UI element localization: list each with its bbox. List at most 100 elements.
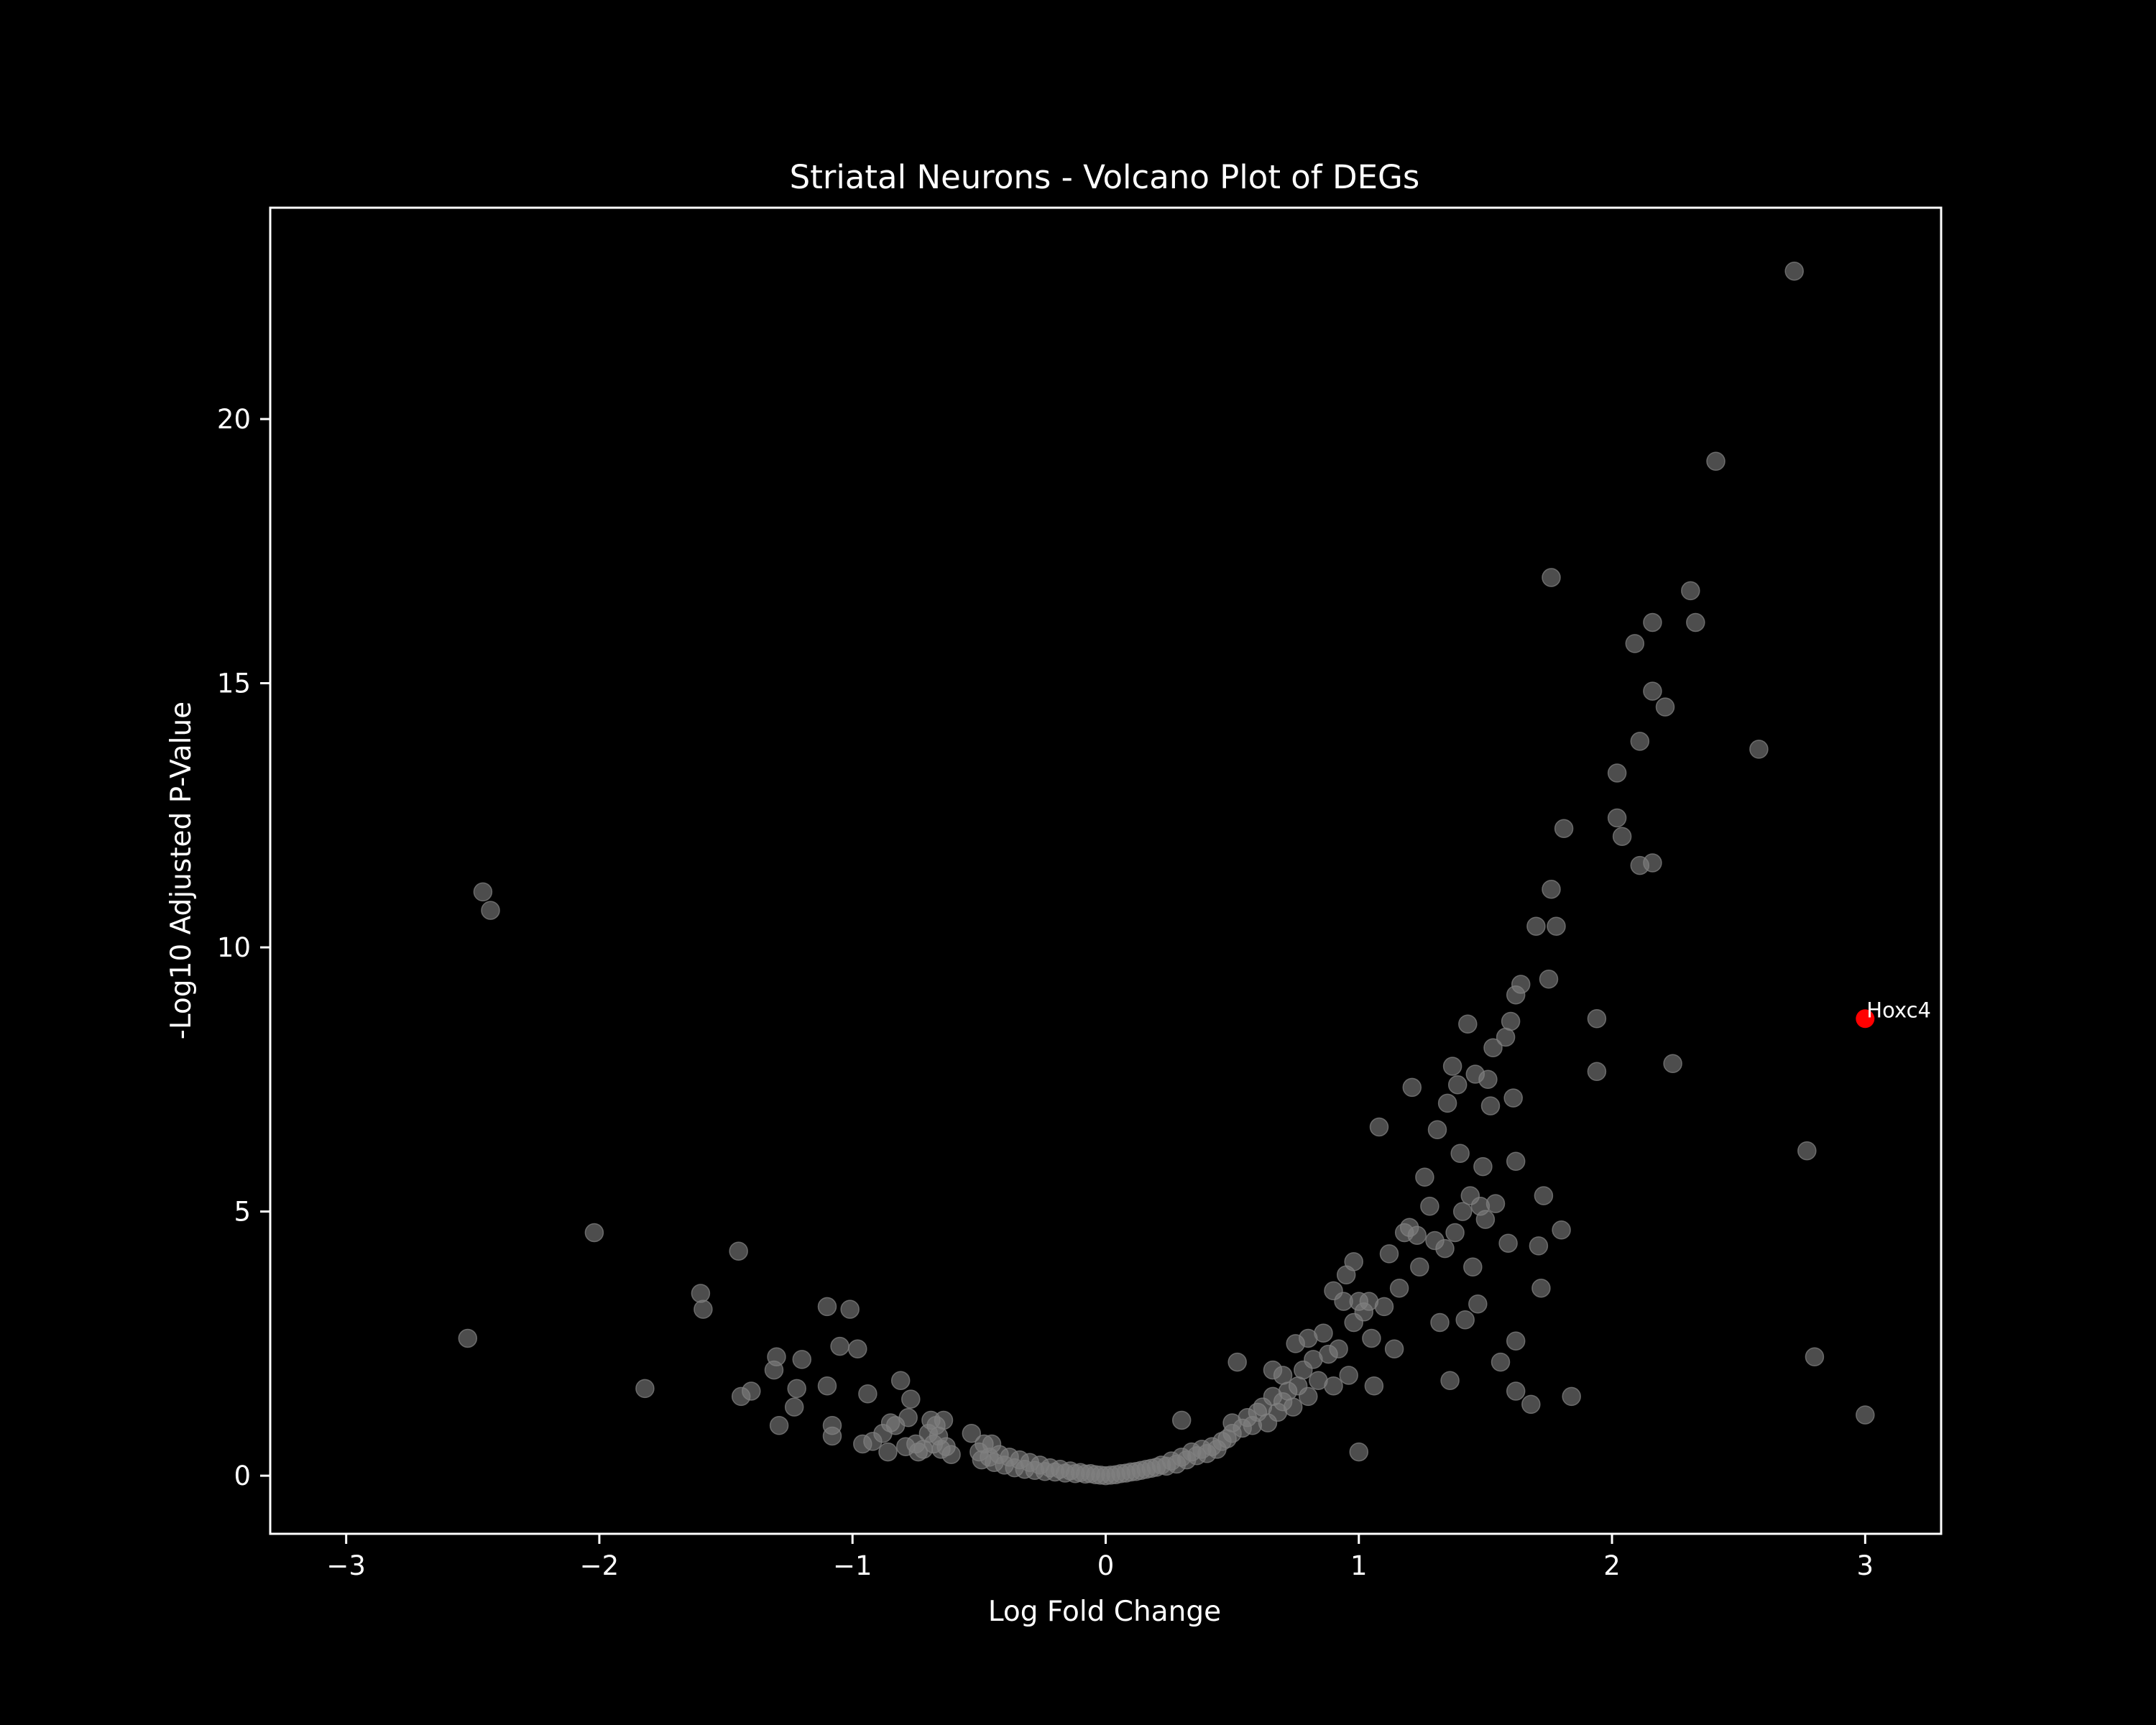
- data-point: [1473, 1156, 1493, 1177]
- data-point: [769, 1416, 789, 1435]
- data-point: [458, 1328, 478, 1348]
- data-point: [1407, 1225, 1427, 1245]
- data-point: [792, 1350, 812, 1369]
- data-point: [694, 1300, 713, 1319]
- x-axis: −3 −2 −1 0 1 2 3: [326, 1534, 1874, 1581]
- data-point: [1369, 1117, 1389, 1137]
- data-point: [1503, 1088, 1523, 1108]
- data-point: [473, 882, 493, 902]
- data-point: [584, 1223, 604, 1243]
- data-point: [1475, 1210, 1496, 1229]
- y-tick-label: 10: [217, 932, 251, 963]
- data-point: [1681, 581, 1700, 601]
- x-tick-label: 3: [1857, 1550, 1874, 1581]
- plot-frame: [269, 206, 1943, 1535]
- data-point: [767, 1347, 786, 1367]
- data-point: [1420, 1197, 1439, 1216]
- x-tick-label: −3: [326, 1550, 366, 1581]
- data-point: [1539, 969, 1559, 989]
- data-point: [1643, 612, 1662, 632]
- data-point: [1440, 1371, 1460, 1391]
- data-point: [1542, 879, 1561, 899]
- data-point: [1442, 1057, 1462, 1076]
- data-point: [1529, 1236, 1549, 1256]
- data-point: [822, 1426, 842, 1446]
- data-point: [1171, 1410, 1192, 1430]
- data-point: [1496, 1027, 1516, 1047]
- data-point: [898, 1408, 918, 1427]
- data-point: [1450, 1144, 1470, 1164]
- data-point: [1506, 1151, 1526, 1172]
- highlight-label: Hoxc4: [1866, 998, 1931, 1022]
- data-point: [1749, 740, 1769, 759]
- data-point: [1410, 1257, 1429, 1277]
- data-point: [1587, 1062, 1607, 1082]
- data-point: [941, 1445, 961, 1464]
- data-point: [1364, 1376, 1384, 1396]
- data-point: [1468, 1294, 1488, 1314]
- data-point: [1445, 1223, 1465, 1243]
- data-point: [1706, 451, 1726, 472]
- data-point: [1521, 1394, 1541, 1414]
- data-point: [1283, 1397, 1303, 1417]
- data-point: [1273, 1366, 1293, 1385]
- data-point: [1362, 1328, 1381, 1348]
- data-point: [901, 1389, 921, 1409]
- data-point: [1491, 1352, 1511, 1372]
- data-point: [1511, 975, 1531, 994]
- data-point: [1384, 1339, 1404, 1358]
- data-point: [1435, 1238, 1455, 1259]
- data-point: [1625, 634, 1645, 653]
- data-point: [1455, 1310, 1475, 1330]
- highlighted-genes: Hoxc4: [1856, 998, 1931, 1029]
- y-axis-label: -Log10 Adjusted P-Value: [165, 702, 198, 1039]
- data-point: [1379, 1244, 1399, 1264]
- data-point: [1612, 827, 1632, 846]
- data-point: [1506, 1331, 1526, 1351]
- data-point: [934, 1410, 954, 1430]
- x-tick-label: 0: [1097, 1550, 1115, 1581]
- data-point: [1430, 1312, 1450, 1333]
- data-point: [848, 1339, 867, 1358]
- y-tick-label: 5: [234, 1197, 251, 1228]
- data-point: [1526, 916, 1546, 936]
- data-point: [787, 1379, 806, 1399]
- y-tick-label: 0: [234, 1460, 251, 1491]
- data-point: [840, 1300, 860, 1319]
- data-point: [1797, 1141, 1817, 1161]
- highlight-point: [1856, 1009, 1875, 1029]
- data-point: [1506, 1381, 1526, 1401]
- data-point: [1630, 732, 1650, 751]
- data-point: [1542, 568, 1561, 587]
- data-point: [858, 1384, 877, 1404]
- data-point: [1805, 1347, 1825, 1367]
- data-point: [878, 1442, 898, 1462]
- data-point: [1437, 1093, 1457, 1113]
- data-point: [817, 1297, 837, 1317]
- data-point: [1344, 1252, 1363, 1271]
- chart-title: Striatal Neurons - Volcano Plot of DEGs: [790, 158, 1420, 196]
- data-point: [1501, 1011, 1521, 1031]
- data-point: [1463, 1257, 1483, 1277]
- data-point: [1458, 1014, 1478, 1034]
- x-tick-label: 2: [1603, 1550, 1621, 1581]
- data-point: [691, 1284, 711, 1303]
- data-point: [817, 1376, 837, 1396]
- y-axis: 0 5 10 15 20: [217, 404, 270, 1491]
- data-point: [1349, 1442, 1369, 1462]
- data-point: [1485, 1194, 1506, 1213]
- data-point: [1607, 808, 1627, 828]
- data-point: [1227, 1352, 1247, 1372]
- data-point: [1562, 1386, 1581, 1407]
- data-point: [784, 1397, 804, 1417]
- data-point: [635, 1379, 655, 1399]
- data-point: [1552, 1220, 1571, 1240]
- data-point: [1299, 1386, 1318, 1407]
- data-point: [481, 901, 500, 920]
- data-point: [1314, 1323, 1333, 1343]
- data-point: [1643, 681, 1662, 701]
- data-point: [1498, 1233, 1518, 1253]
- data-point: [1663, 1054, 1682, 1074]
- data-point: [1452, 1202, 1473, 1221]
